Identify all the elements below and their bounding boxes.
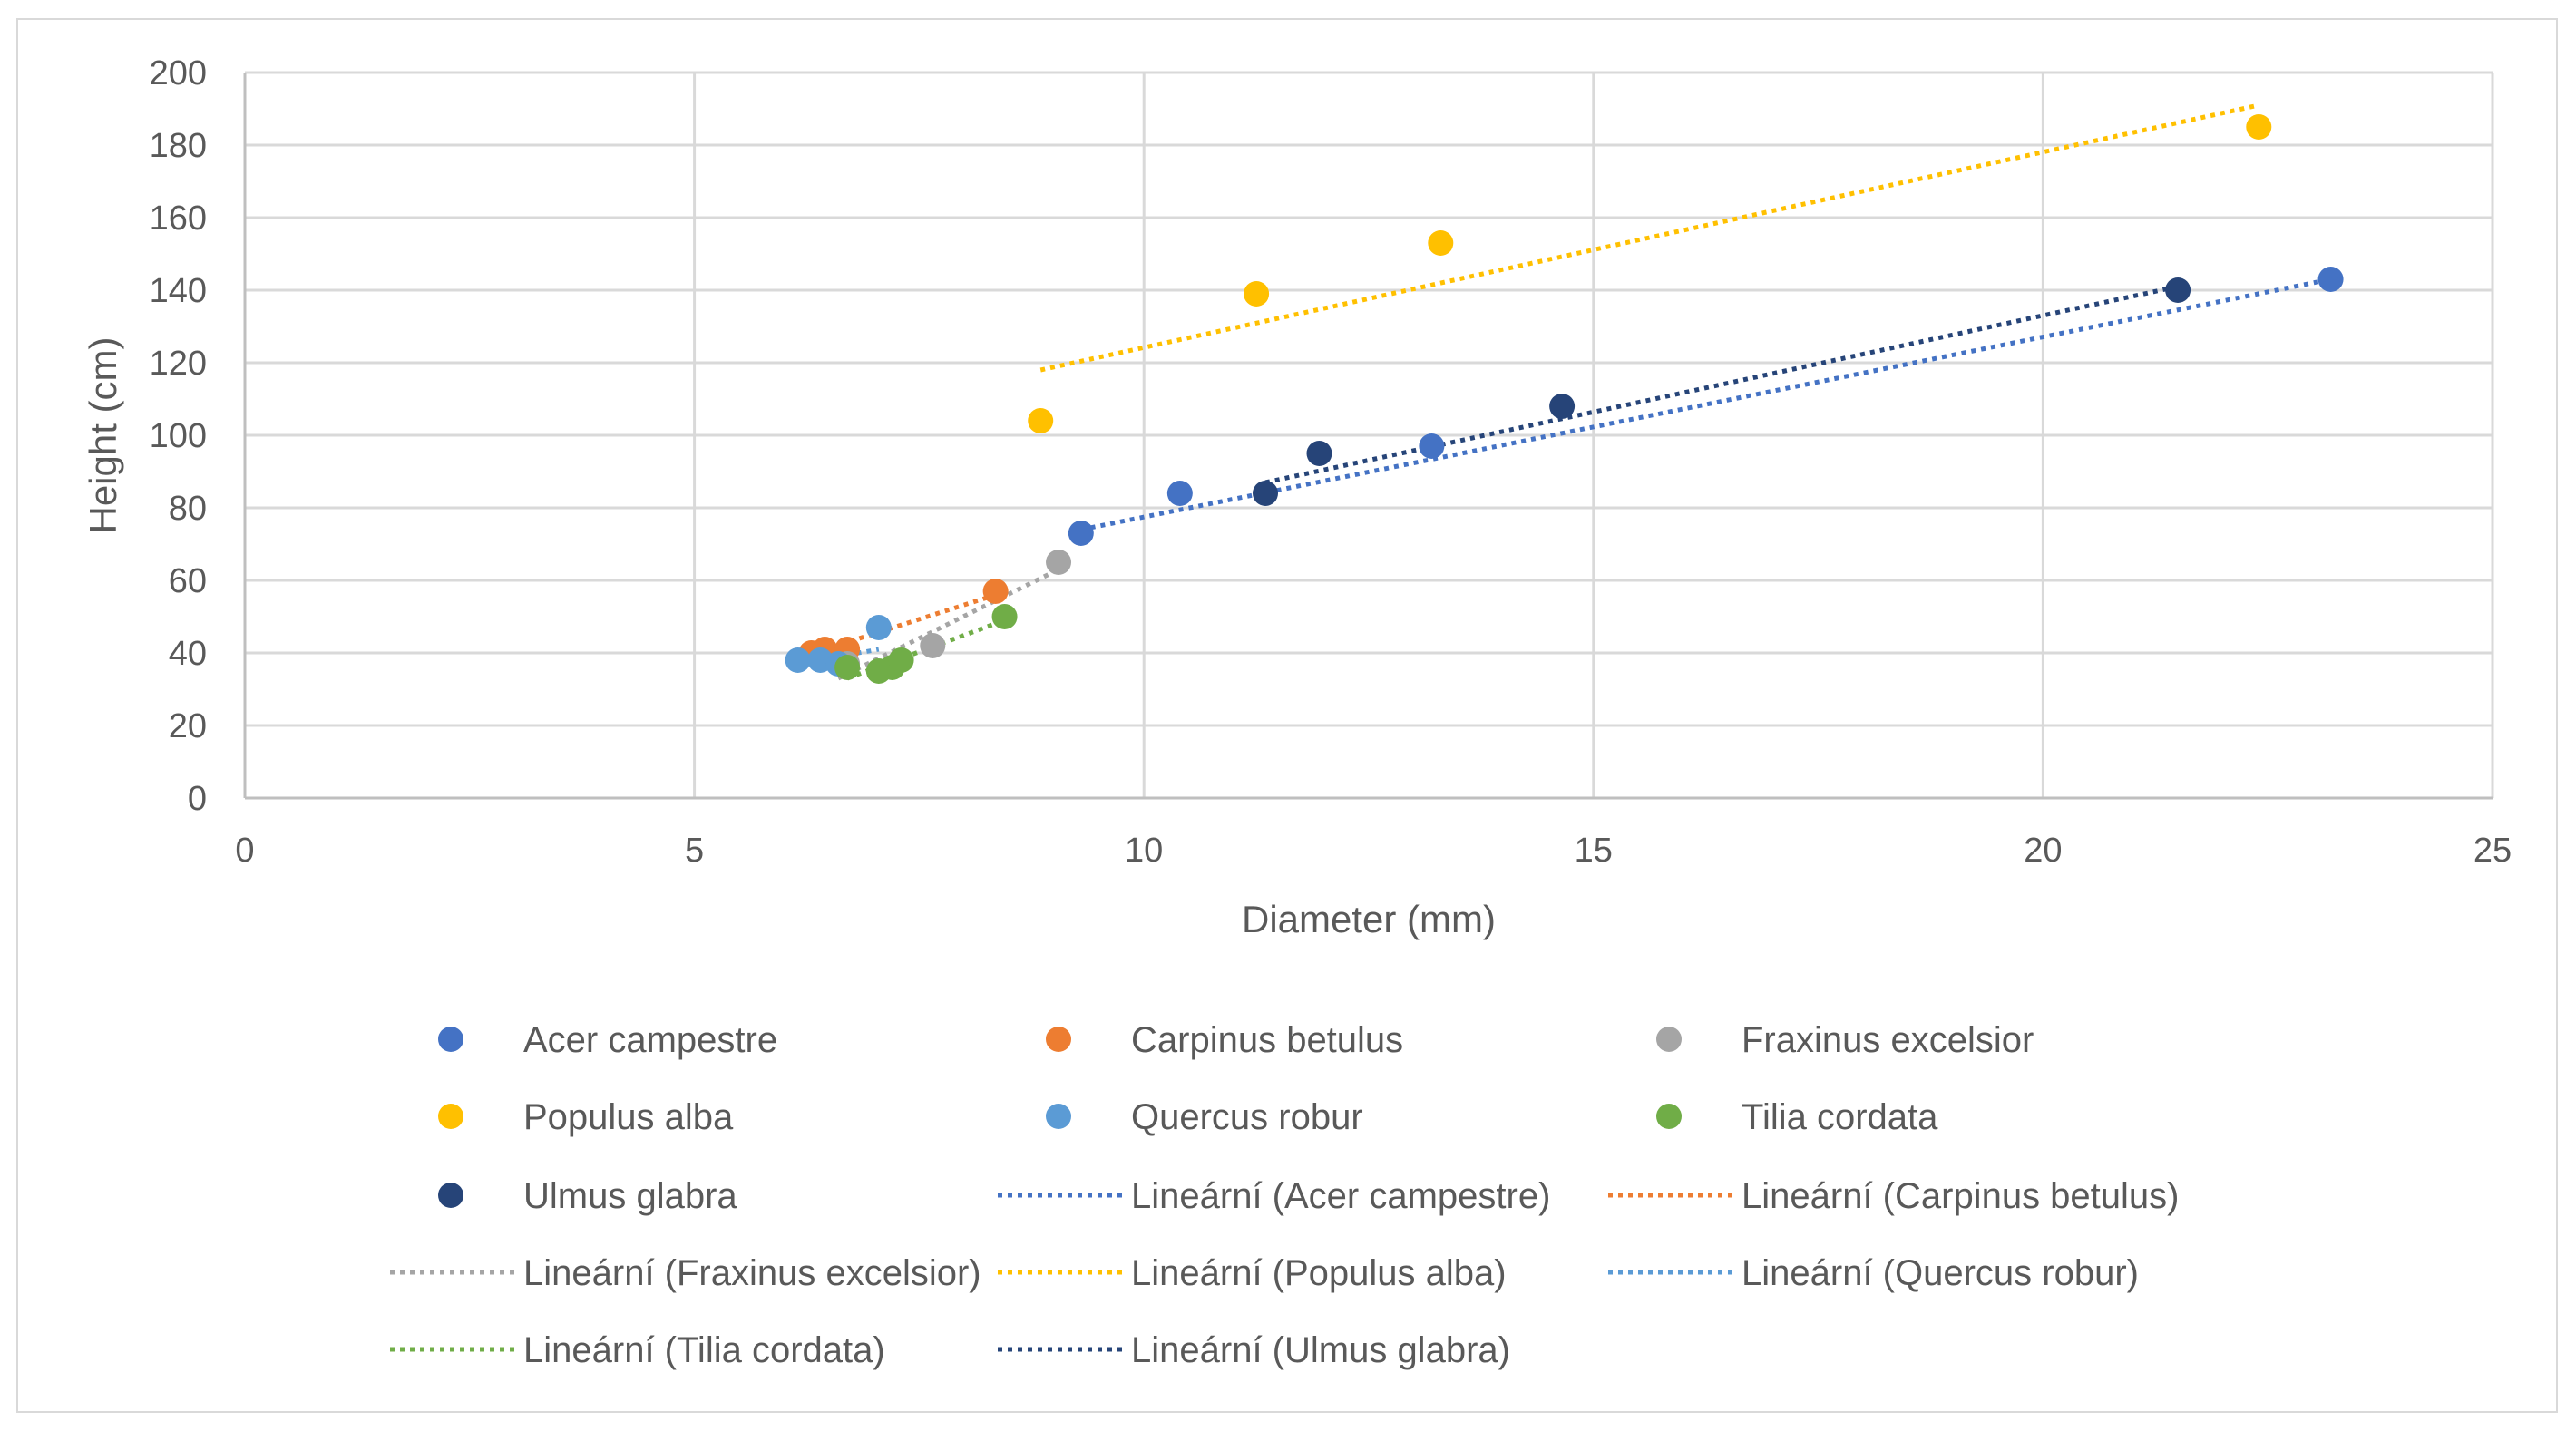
- legend-label: Quercus robur: [1131, 1097, 1363, 1137]
- legend-label: Fraxinus excelsior: [1742, 1020, 2034, 1060]
- point-populus-alba: [1244, 281, 1270, 307]
- y-tick-label: 100: [150, 417, 207, 455]
- legend-label: Lineární (Ulmus glabra): [1131, 1330, 1510, 1370]
- data-points: [785, 114, 2344, 684]
- trendline-ulmus-glabra: [1264, 284, 2179, 485]
- trendline-acer-campestre: [1080, 277, 2332, 532]
- point-tilia-cordata: [991, 604, 1018, 629]
- legend-marker: [1656, 1104, 1682, 1129]
- point-populus-alba: [2246, 114, 2272, 140]
- y-tick-label: 80: [169, 490, 207, 528]
- y-tick-label: 120: [150, 345, 207, 383]
- x-tick-label: 10: [1125, 832, 1163, 870]
- point-fraxinus-excelsior: [1046, 550, 1072, 575]
- legend-marker: [1046, 1104, 1071, 1129]
- x-axis-title: Diameter (mm): [1242, 898, 1496, 940]
- x-tick-label: 5: [685, 832, 704, 870]
- legend-marker: [438, 1104, 463, 1129]
- axes: 0 20 40 60 80 100 120 140 160 180 200 0 5 10 15 20 25: [150, 54, 2513, 870]
- point-fraxinus-excelsior: [920, 633, 946, 658]
- point-ulmus-glabra: [1549, 394, 1576, 419]
- legend-label: Ulmus glabra: [523, 1176, 737, 1216]
- point-ulmus-glabra: [1253, 481, 1279, 506]
- point-tilia-cordata: [888, 647, 914, 673]
- point-carpinus-betulus: [982, 579, 1009, 604]
- point-acer-campestre: [1166, 481, 1193, 506]
- legend-label: Lineární (Fraxinus excelsior): [523, 1253, 981, 1293]
- legend-label: Carpinus betulus: [1131, 1020, 1403, 1060]
- x-tick-label: 20: [2024, 832, 2062, 870]
- y-tick-label: 0: [188, 780, 207, 818]
- point-acer-campestre: [1419, 433, 1445, 459]
- point-ulmus-glabra: [2165, 277, 2191, 303]
- point-acer-campestre: [1068, 521, 1094, 546]
- y-tick-label: 200: [150, 54, 207, 92]
- legend-marker: [1046, 1027, 1071, 1052]
- x-tick-label: 25: [2474, 832, 2512, 870]
- y-tick-label: 60: [169, 562, 207, 600]
- y-tick-label: 20: [169, 707, 207, 745]
- point-populus-alba: [1028, 408, 1054, 433]
- x-tick-label: 0: [235, 832, 254, 870]
- y-tick-label: 40: [169, 635, 207, 673]
- chart-frame: [16, 18, 2558, 1413]
- point-tilia-cordata: [834, 655, 861, 680]
- legend-label: Tilia cordata: [1742, 1097, 1938, 1137]
- legend-label: Lineární (Populus alba): [1131, 1253, 1507, 1293]
- y-axis-title: Height (cm): [82, 336, 124, 533]
- gridlines: [243, 71, 2494, 800]
- y-tick-label: 160: [150, 200, 207, 238]
- point-quercus-robur: [865, 615, 892, 640]
- legend-label: Populus alba: [523, 1097, 734, 1137]
- legend-label: Acer campestre: [523, 1020, 777, 1060]
- point-populus-alba: [1428, 230, 1454, 256]
- legend-marker: [1656, 1027, 1682, 1052]
- legend-label: Lineární (Tilia cordata): [523, 1330, 885, 1370]
- legend: Acer campestre Carpinus betulus Fraxinus e…: [390, 1020, 2179, 1370]
- point-quercus-robur: [785, 647, 811, 673]
- trendline-populus-alba: [1039, 102, 2259, 373]
- y-tick-label: 180: [150, 127, 207, 165]
- point-acer-campestre: [2317, 267, 2344, 292]
- x-tick-label: 15: [1575, 832, 1613, 870]
- point-ulmus-glabra: [1306, 441, 1332, 466]
- legend-marker: [438, 1027, 463, 1052]
- trendlines: [797, 102, 2332, 681]
- y-tick-label: 140: [150, 272, 207, 310]
- legend-label: Lineární (Carpinus betulus): [1742, 1176, 2179, 1216]
- legend-label: Lineární (Quercus robur): [1742, 1253, 2139, 1293]
- legend-label: Lineární (Acer campestre): [1131, 1176, 1550, 1216]
- legend-marker: [438, 1183, 463, 1208]
